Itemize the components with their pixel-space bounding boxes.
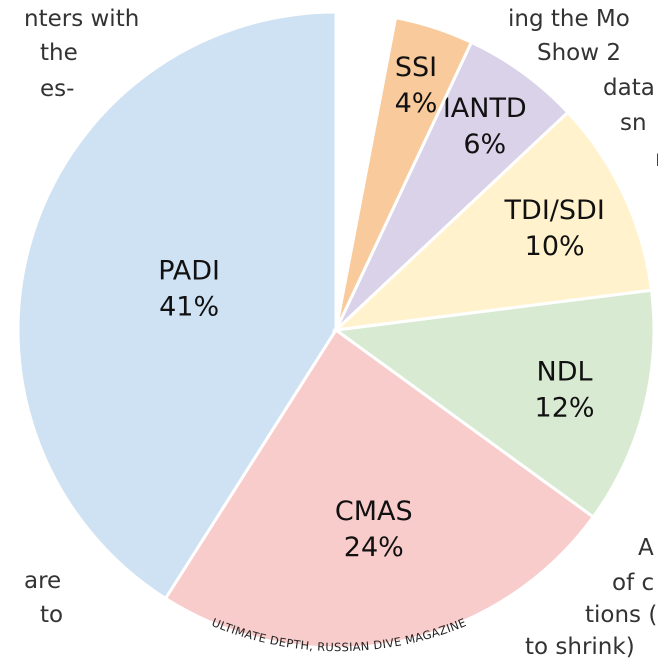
slice-name: IANTD	[443, 93, 527, 124]
background-text: data	[603, 75, 655, 101]
background-text: to shrink)	[525, 634, 635, 660]
slice-name: CMAS	[335, 496, 413, 527]
slice-value: 24%	[344, 532, 404, 563]
slice-value: 10%	[525, 231, 585, 262]
background-text: the	[40, 40, 78, 66]
background-text: to	[40, 602, 63, 628]
pie-slice	[16, 10, 338, 601]
pie-slice	[334, 40, 570, 332]
background-text: sn	[620, 110, 647, 136]
slice-name: NDL	[537, 357, 593, 388]
background-text-layer: nters with the es-ing the Mo Show 2 data snn a…	[24, 6, 658, 660]
pie-slice	[332, 288, 656, 520]
background-text: A	[638, 535, 654, 561]
pie-slice	[163, 327, 596, 650]
slice-name: SSI	[395, 52, 437, 83]
pie: PADI 41% CMAS 24% NDL 12% TDI/SDI 10% IANTD 6% SSI…	[16, 10, 656, 650]
slice-value: 41%	[159, 291, 219, 322]
slice-value: 6%	[463, 129, 506, 160]
slice-name: TDI/SDI	[504, 195, 605, 226]
background-text: are	[24, 568, 61, 594]
background-text: es-	[40, 76, 74, 102]
background-text: tions (	[585, 602, 657, 628]
slice-name: PADI	[158, 255, 220, 286]
background-text: of c	[612, 570, 654, 596]
pie-slice	[331, 110, 654, 333]
slice-value: 12%	[535, 393, 595, 424]
background-text: nters with	[24, 6, 139, 32]
pie-slice	[334, 15, 474, 331]
background-text: ing the Mo	[508, 6, 630, 32]
background-text: Show 2	[537, 40, 621, 66]
slice-value: 4%	[395, 88, 438, 119]
background-text: n	[655, 146, 658, 172]
